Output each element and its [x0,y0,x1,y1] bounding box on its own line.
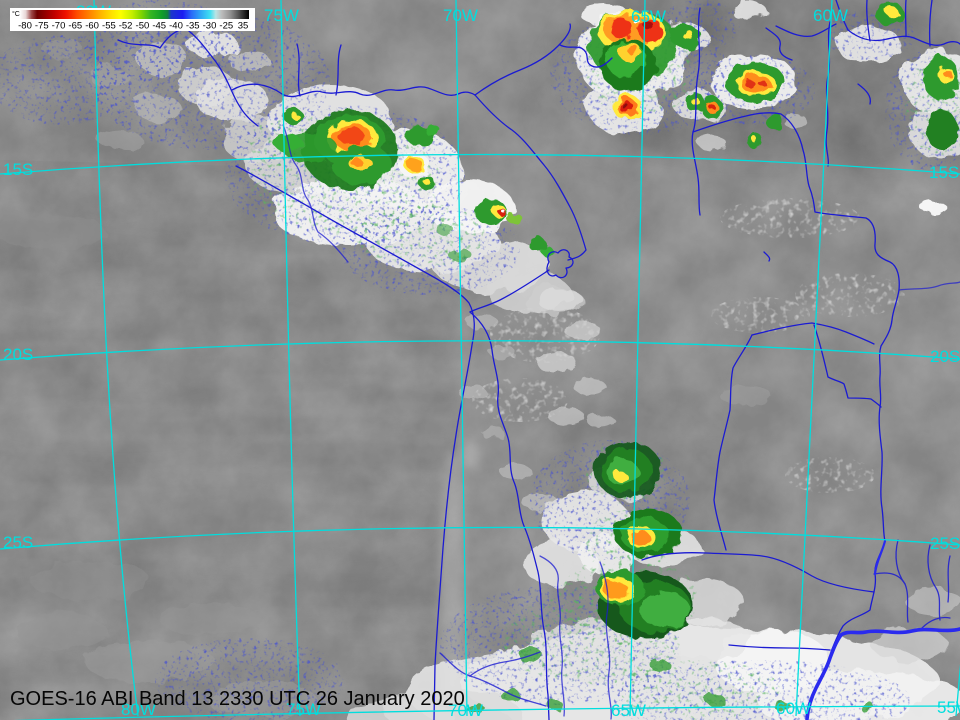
label-65w-top: 65W [631,7,666,26]
colorbar-gradient [20,10,249,19]
label-55w-bottom: 55W [937,698,960,717]
label-65w-bottom: 65W [611,701,646,720]
colorbar-tick: -50 [136,21,150,32]
label-80w-bottom: 80W [121,700,156,719]
label-75w-bottom: 75W [286,700,321,719]
storm-cell-bolivia-small [475,199,507,225]
colorbar-tick: -65 [68,21,82,32]
colorbar-tick: -40 [169,21,183,32]
label-15s-left: 15S [3,160,33,179]
colorbar-tick: -25 [219,21,233,32]
colorbar-unit: °C [12,10,20,18]
colorbar-tick: -35 [186,21,200,32]
label-75w-top: 75W [264,6,299,25]
cumulus-fields [472,198,905,493]
storm-cell-ne-lower [613,94,641,120]
colorbar-tick: 35 [238,21,249,32]
colorbar-tick: -80 [18,21,32,32]
label-70w-top: 70W [443,6,478,25]
label-15s-right: 15S [929,163,959,182]
label-25s-left: 25S [3,533,33,552]
colorbar-tick: -45 [152,21,166,32]
storm-cell-south-2 [614,509,682,557]
storm-cell-peru-south [332,145,392,185]
river-paraguay [805,627,960,720]
storm-cell-ne-small-orange [701,97,723,119]
colorbar-tick: -60 [85,21,99,32]
storm-cells-ne-right-edge [876,2,959,150]
graticule-labels: 80W 75W 70W 65W 60W 80W 75W 70W 65W 60W … [3,2,960,720]
parallel-15s [0,153,960,175]
colorbar-tick: -52 [119,21,133,32]
parallel-25s [0,526,960,550]
colorbar-tick: -75 [35,21,49,32]
storm-cell-ne-right [725,62,785,102]
storm-cell-ne-south [600,39,656,91]
parallel-20s [0,340,960,361]
meridian-60w [795,0,833,717]
colorbar-tick: -30 [203,21,217,32]
image-caption: GOES-16 ABI Band 13 2330 UTC 26 January … [10,688,465,710]
meridian-75w [280,0,301,717]
meridian-80w [93,0,139,717]
label-20s-right: 20S [930,347,960,366]
lake-titicaca [546,249,574,279]
label-60w-top: 60W [813,6,848,25]
border-pacific-coastline [235,165,475,720]
storm-cell-ne-east-small [670,26,702,48]
map-borders [117,0,960,720]
label-20s-left: 20S [3,345,33,364]
meridian-65w [629,0,646,717]
colorbar-ticks: -80 -75 -70 -65 -60 -55 -52 -50 -45 -40 … [18,21,248,32]
storm-cell-peru-orange [398,153,430,177]
label-70w-bottom: 70W [448,701,483,720]
colorbar-tick: -70 [52,21,66,32]
label-60w-bottom: 60W [776,699,811,718]
storm-cell-south-1 [594,442,662,498]
label-25s-right: 25S [930,534,960,553]
colorbar-legend: °C -80 -75 -70 -65 -60 -55 -52 -50 -45 -… [10,8,255,32]
colorbar-tick: -55 [102,21,116,32]
parallel-30s [12,705,960,720]
